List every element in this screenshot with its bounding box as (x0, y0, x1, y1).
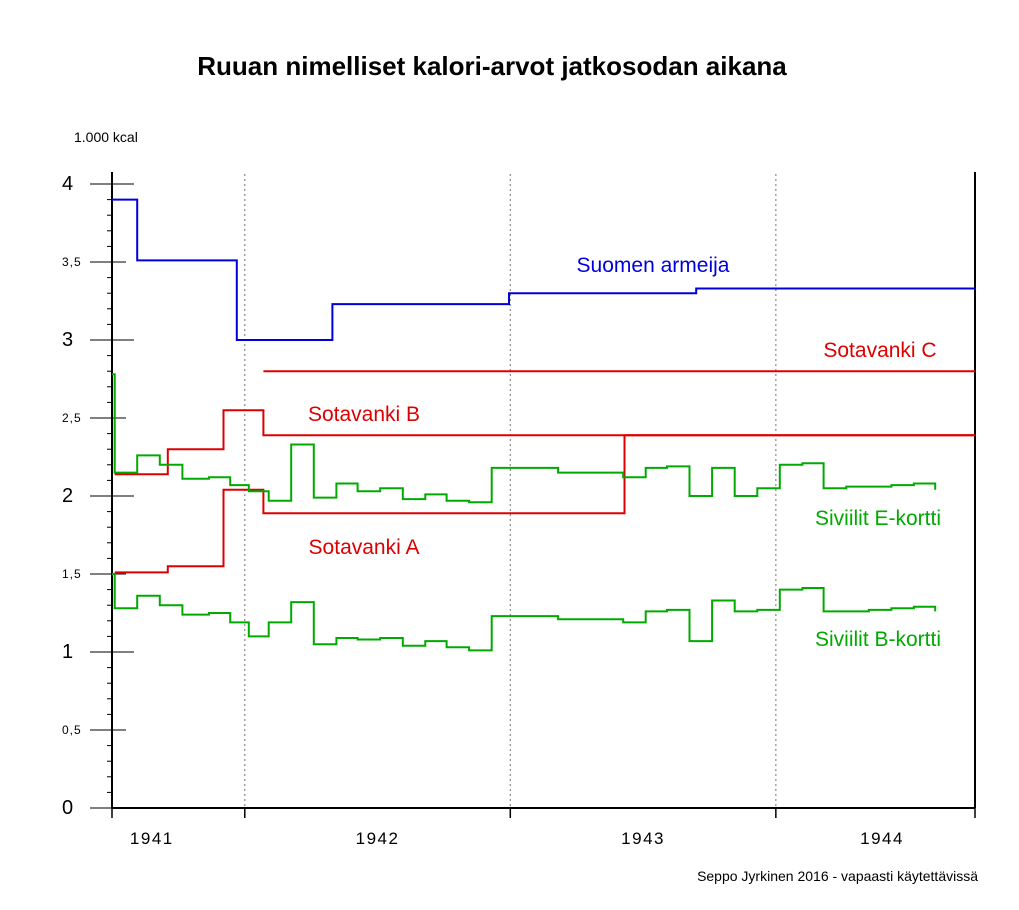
series-line-5 (112, 573, 937, 652)
series-label-1: Sotavanki C (823, 339, 936, 362)
series-lines (112, 198, 975, 652)
series-label-3: Sotavanki A (309, 536, 420, 559)
series-line-2 (114, 409, 975, 476)
y-tick-label: 1,5 (62, 567, 82, 581)
y-tick-label: 4 (62, 173, 74, 195)
y-unit-label: 1.000 kcal (74, 129, 138, 145)
x-tick-label: 1944 (860, 829, 904, 848)
series-label-0: Suomen armeija (577, 254, 730, 277)
chart-title: Ruuan nimelliset kalori-arvot jatkosodan… (197, 51, 787, 81)
credit-text: Seppo Jyrkinen 2016 - vapaasti käytettäv… (697, 868, 978, 884)
y-tick-label: 0,5 (62, 723, 82, 737)
y-tick-label: 2 (62, 485, 74, 507)
y-tick-label: 2,5 (62, 411, 82, 425)
series-label-4: Siviilit E-kortti (815, 507, 941, 530)
y-tick-label: 0 (62, 797, 74, 819)
series-line-0 (112, 198, 975, 341)
series-label-5: Siviilit B-kortti (815, 628, 941, 651)
x-tick-label: 1942 (356, 829, 400, 848)
y-tick-label: 3 (62, 329, 74, 351)
series-line-3 (114, 434, 975, 574)
series-labels: Suomen armeija Sotavanki C Sotavanki B Sota… (308, 254, 941, 651)
axes: 0 0,5 1 1,5 2 2,5 3 3,5 4 1941 1942 1943 1944 (62, 172, 976, 848)
series-line-4 (112, 373, 937, 504)
y-tick-label: 3,5 (62, 255, 82, 269)
x-tick-label: 1943 (621, 829, 665, 848)
year-gridlines (244, 174, 777, 818)
series-label-2: Sotavanki B (308, 403, 420, 426)
y-tick-label: 1 (62, 641, 74, 663)
x-tick-label: 1941 (130, 829, 174, 848)
